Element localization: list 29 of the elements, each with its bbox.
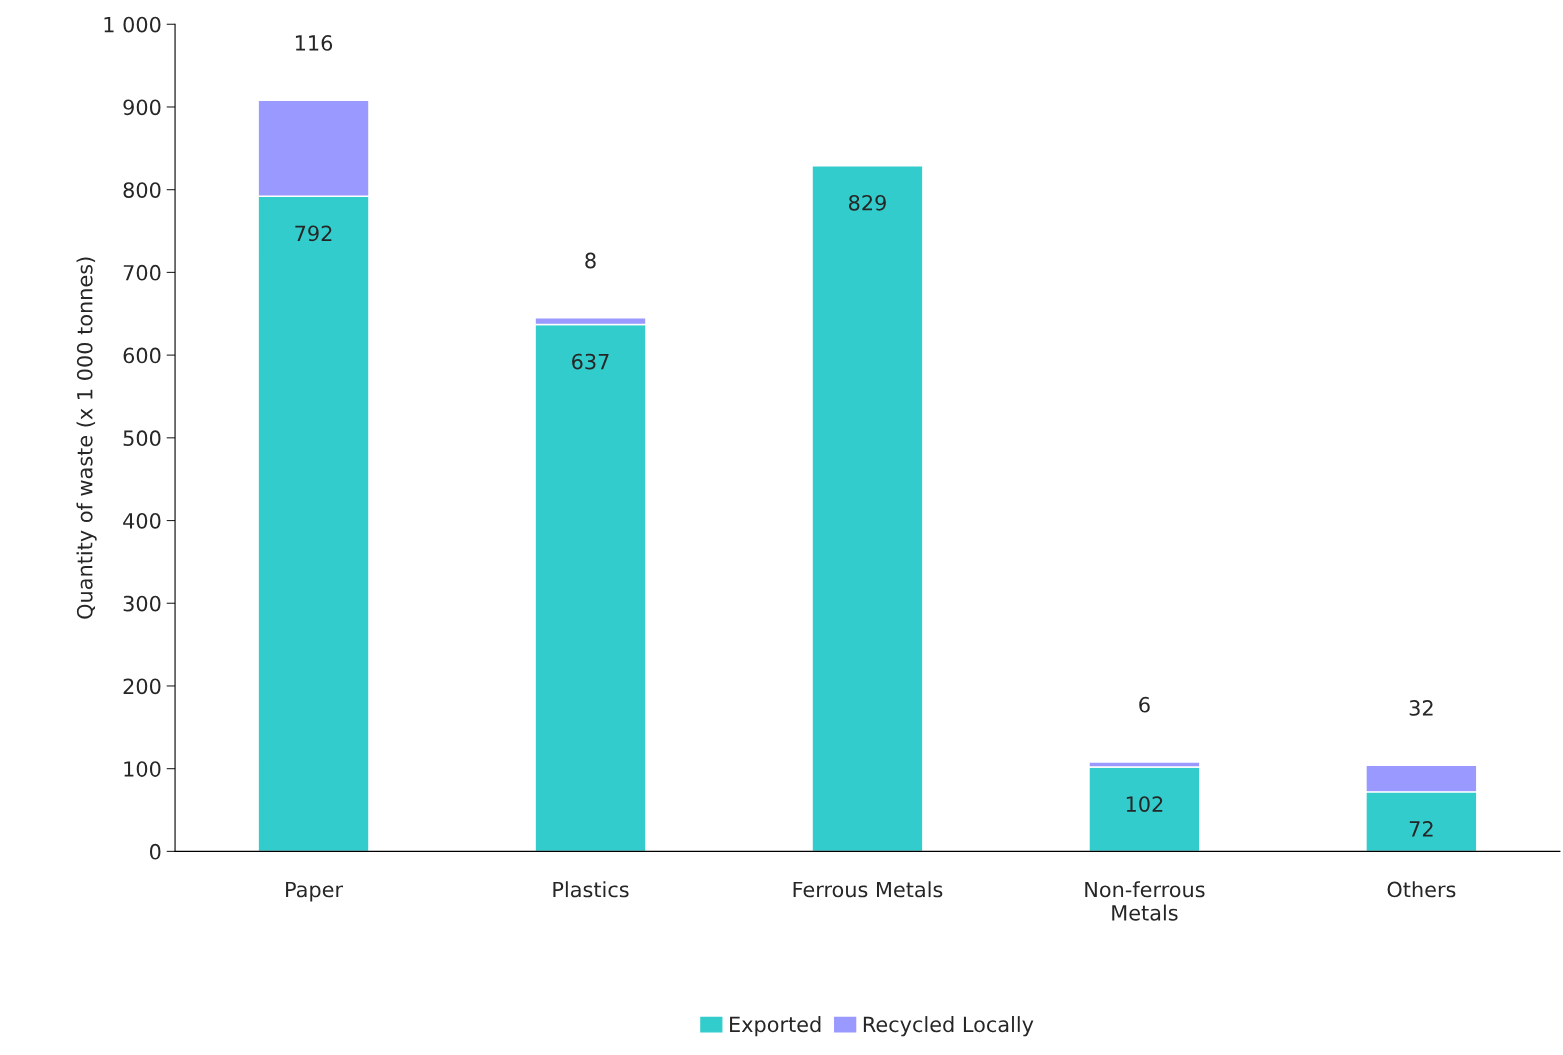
data-label: 829 [848,194,886,211]
data-label: 792 [295,225,332,242]
x-tick-label: Ferrous Metals [793,881,943,898]
y-tick-label: 400 [123,512,161,529]
y-tick-label: 700 [123,264,161,281]
legend-label: Exported [730,1016,821,1037]
data-label: 637 [572,353,609,370]
y-tick-label: 200 [123,678,161,695]
x-tick-label: Non-ferrous Metals [1085,881,1205,921]
data-label: 116 [295,35,333,51]
y-tick-label: 900 [123,99,161,116]
x-tick-label: Paper [286,881,344,902]
data-label: 72 [1409,821,1433,837]
y-tick-label: 1 000 [104,16,161,33]
y-tick-label: 100 [124,761,161,777]
data-label: 102 [1126,796,1163,812]
y-tick-label: 600 [123,347,161,364]
data-label: 32 [1409,700,1433,716]
data-label: 8 [585,252,596,269]
x-tick-label: Plastics [553,881,629,898]
y-axis-title: Quantity of waste (x 1 000 tonnes) [76,257,97,619]
bar [811,165,924,852]
data-label: 6 [1139,696,1150,713]
y-tick-label: 500 [123,430,161,447]
x-tick-label: Others [1387,881,1456,898]
y-tick-label: 800 [123,182,161,198]
legend-label: Recycled Locally [863,1016,1034,1037]
y-tick-label: 0 [149,843,161,860]
y-tick-label: 300 [123,595,161,612]
